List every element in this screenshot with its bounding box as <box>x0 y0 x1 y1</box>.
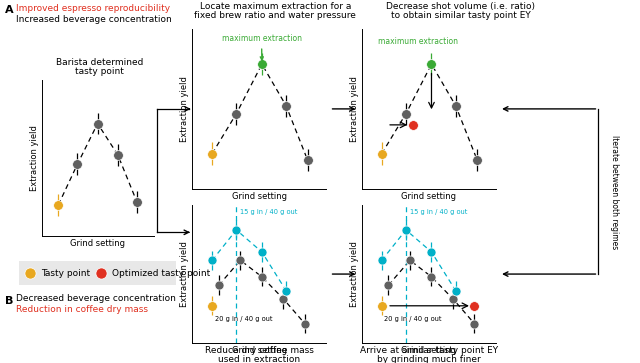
Text: Reduce dry coffee mass: Reduce dry coffee mass <box>205 346 314 355</box>
Text: fixed brew ratio and water pressure: fixed brew ratio and water pressure <box>195 11 356 20</box>
Text: Reduction in coffee dry mass: Reduction in coffee dry mass <box>16 305 148 314</box>
Y-axis label: Extraction yield: Extraction yield <box>350 241 359 307</box>
Text: Decrease shot volume (i.e. ratio): Decrease shot volume (i.e. ratio) <box>387 2 535 11</box>
Text: Arrive at similar tasty point EY: Arrive at similar tasty point EY <box>360 346 498 355</box>
Text: Increased beverage concentration: Increased beverage concentration <box>16 15 172 24</box>
Text: Barista determined: Barista determined <box>56 58 143 67</box>
X-axis label: Grind setting: Grind setting <box>232 192 287 200</box>
Y-axis label: Extraction yield: Extraction yield <box>180 76 189 142</box>
X-axis label: Grind setting: Grind setting <box>401 346 456 355</box>
Text: Iterate between both regimes: Iterate between both regimes <box>610 135 619 249</box>
Text: maximum extraction: maximum extraction <box>378 37 458 46</box>
Text: maximum extraction: maximum extraction <box>221 34 301 60</box>
Text: Tasty point: Tasty point <box>41 269 90 278</box>
X-axis label: Grind setting: Grind setting <box>401 192 456 200</box>
Text: to obtain similar tasty point EY: to obtain similar tasty point EY <box>391 11 531 20</box>
X-axis label: Grind setting: Grind setting <box>232 346 287 355</box>
Text: used in extraction: used in extraction <box>218 355 300 363</box>
Text: 15 g in / 40 g out: 15 g in / 40 g out <box>241 209 298 215</box>
Text: by grinding much finer: by grinding much finer <box>377 355 481 363</box>
Text: tasty point: tasty point <box>75 67 124 76</box>
Text: Decreased beverage concentration: Decreased beverage concentration <box>16 294 176 303</box>
Text: Optimized tasty point: Optimized tasty point <box>112 269 210 278</box>
Y-axis label: Extraction yield: Extraction yield <box>30 125 39 191</box>
Y-axis label: Extraction yield: Extraction yield <box>180 241 189 307</box>
Text: Improved espresso reproducibility: Improved espresso reproducibility <box>16 4 170 13</box>
Y-axis label: Extraction yield: Extraction yield <box>350 76 359 142</box>
Text: 20 g in / 40 g out: 20 g in / 40 g out <box>385 316 442 322</box>
Text: A: A <box>5 5 13 16</box>
Text: B: B <box>5 296 13 306</box>
Text: 15 g in / 40 g out: 15 g in / 40 g out <box>410 209 467 215</box>
Text: 20 g in / 40 g out: 20 g in / 40 g out <box>215 316 273 322</box>
Text: Locate maximum extraction for a: Locate maximum extraction for a <box>200 2 351 11</box>
X-axis label: Grind setting: Grind setting <box>70 239 125 248</box>
